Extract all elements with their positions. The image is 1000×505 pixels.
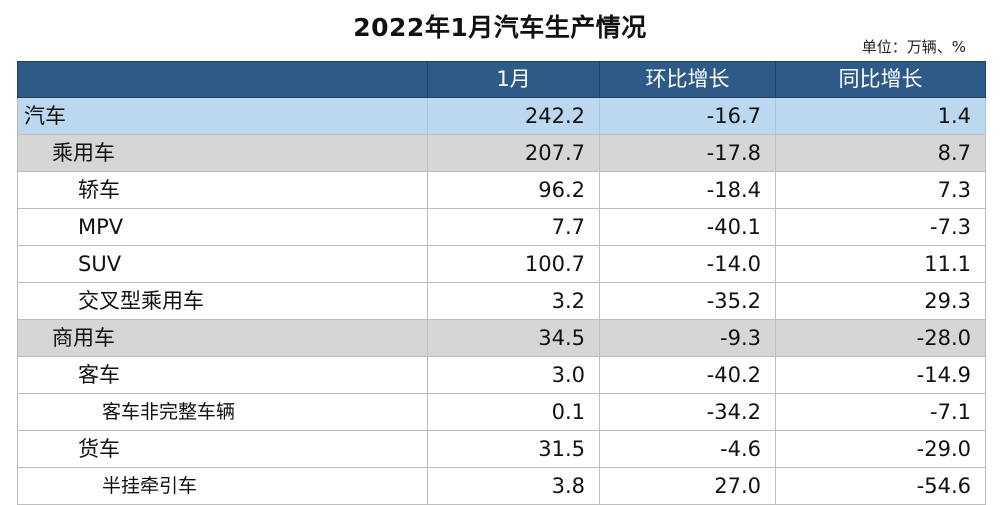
production-table: 1月 环比增长 同比增长 汽车 242.2 -16.7 1.4 乘用车 207.7 -17.… [17,61,986,505]
cell-yoy-growth: -14.9 [775,356,986,394]
cell-january: 3.2 [427,282,600,320]
row-label: 半挂牵引车 [17,467,428,505]
cell-january: 100.7 [427,245,600,283]
cell-mom-growth: -14.0 [599,245,776,283]
cell-mom-growth: -9.3 [599,319,776,357]
cell-january: 207.7 [427,134,600,172]
page-title: 2022年1月汽车生产情况 [353,13,647,42]
cell-yoy-growth: -7.1 [775,393,986,431]
cell-january: 96.2 [427,171,600,209]
row-label: 轿车 [17,171,428,209]
table-row: 半挂牵引车 3.8 27.0 -54.6 [17,467,986,505]
table-row: MPV 7.7 -40.1 -7.3 [17,208,986,246]
cell-january: 0.1 [427,393,600,431]
cell-yoy-growth: 8.7 [775,134,986,172]
cell-january: 7.7 [427,208,600,246]
table-row: 汽车 242.2 -16.7 1.4 [17,97,986,135]
cell-yoy-growth: 11.1 [775,245,986,283]
table-row: 客车非完整车辆 0.1 -34.2 -7.1 [17,393,986,431]
cell-mom-growth: -34.2 [599,393,776,431]
cell-january: 3.8 [427,467,600,505]
row-label: 货车 [17,430,428,468]
row-label: MPV [17,208,428,246]
cell-january: 31.5 [427,430,600,468]
table-row: 轿车 96.2 -18.4 7.3 [17,171,986,209]
header-mom-growth: 环比增长 [599,61,776,98]
cell-yoy-growth: -28.0 [775,319,986,357]
cell-mom-growth: -35.2 [599,282,776,320]
cell-mom-growth: -40.1 [599,208,776,246]
cell-mom-growth: -40.2 [599,356,776,394]
cell-yoy-growth: -54.6 [775,467,986,505]
table-row: SUV 100.7 -14.0 11.1 [17,245,986,283]
cell-january: 3.0 [427,356,600,394]
unit-note: 单位：万辆、% [861,38,966,56]
cell-yoy-growth: 7.3 [775,171,986,209]
row-label: 汽车 [17,97,428,135]
cell-mom-growth: -17.8 [599,134,776,172]
row-label: 交叉型乘用车 [17,282,428,320]
table-row: 乘用车 207.7 -17.8 8.7 [17,134,986,172]
table-row: 商用车 34.5 -9.3 -28.0 [17,319,986,357]
row-label: 乘用车 [17,134,428,172]
cell-mom-growth: -4.6 [599,430,776,468]
cell-january: 242.2 [427,97,600,135]
row-label: 客车非完整车辆 [17,393,428,431]
table-header-row: 1月 环比增长 同比增长 [17,61,986,98]
row-label: SUV [17,245,428,283]
table-row: 交叉型乘用车 3.2 -35.2 29.3 [17,282,986,320]
header-yoy-growth: 同比增长 [775,61,986,98]
cell-mom-growth: -18.4 [599,171,776,209]
header-january: 1月 [427,61,600,98]
cell-january: 34.5 [427,319,600,357]
cell-yoy-growth: 29.3 [775,282,986,320]
row-label: 商用车 [17,319,428,357]
table-row: 货车 31.5 -4.6 -29.0 [17,430,986,468]
row-label: 客车 [17,356,428,394]
cell-yoy-growth: -7.3 [775,208,986,246]
cell-mom-growth: 27.0 [599,467,776,505]
table-row: 客车 3.0 -40.2 -14.9 [17,356,986,394]
header-category [17,61,428,98]
cell-yoy-growth: -29.0 [775,430,986,468]
cell-yoy-growth: 1.4 [775,97,986,135]
cell-mom-growth: -16.7 [599,97,776,135]
